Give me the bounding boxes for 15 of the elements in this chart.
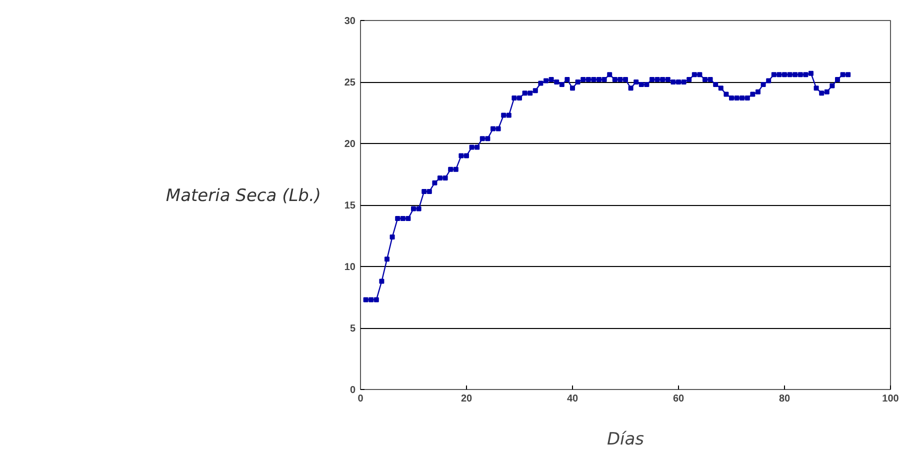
y-tick-label: 10 <box>344 262 356 273</box>
y-tick-label: 0 <box>350 385 356 396</box>
x-tick-label: 60 <box>672 394 684 404</box>
y-tick-label: 25 <box>344 78 356 88</box>
x-tick-label: 80 <box>778 394 790 404</box>
x-tick-label: 0 <box>358 394 364 404</box>
x-tick-label: 100 <box>882 394 900 404</box>
y-tick-label: 20 <box>344 139 356 150</box>
y-tick-label: 5 <box>350 324 356 334</box>
x-tick-label: 20 <box>460 394 472 404</box>
y-axis-title: Materia Seca (Lb.) <box>166 184 321 208</box>
x-axis-title: Días <box>606 430 644 450</box>
y-tick-label: 15 <box>344 200 356 212</box>
y-tick-label: 30 <box>344 16 356 27</box>
x-tick-label: 40 <box>566 394 578 404</box>
